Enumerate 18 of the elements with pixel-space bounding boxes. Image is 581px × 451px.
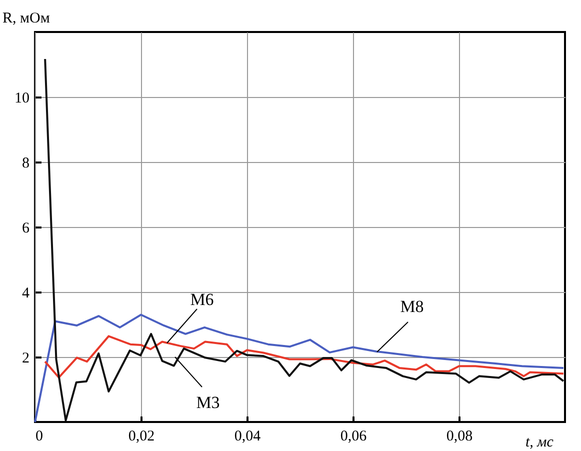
y-axis-title: R, мОм [2, 10, 50, 26]
y-tick-label: 6 [22, 220, 30, 236]
y-tick-label: 8 [22, 156, 30, 172]
line-series [44, 335, 564, 378]
text: M8 [400, 297, 424, 316]
y-tick-label: 4 [22, 286, 30, 302]
y-tick-label: 10 [14, 90, 30, 106]
series-label: M6 [190, 290, 214, 309]
line-series [44, 58, 564, 422]
x-tick-label: 0,06 [340, 428, 368, 444]
series-label: M3 [196, 393, 220, 412]
x-tick-label: 0 [36, 428, 43, 444]
line-series [34, 314, 564, 423]
y-tick-label: 2 [22, 350, 30, 366]
x-tick-label: 0,08 [446, 428, 473, 444]
x-tick-label: 0,04 [234, 428, 262, 444]
x-tick-label: 0,02 [128, 428, 155, 444]
x-axis-title: t, мс [526, 434, 554, 450]
